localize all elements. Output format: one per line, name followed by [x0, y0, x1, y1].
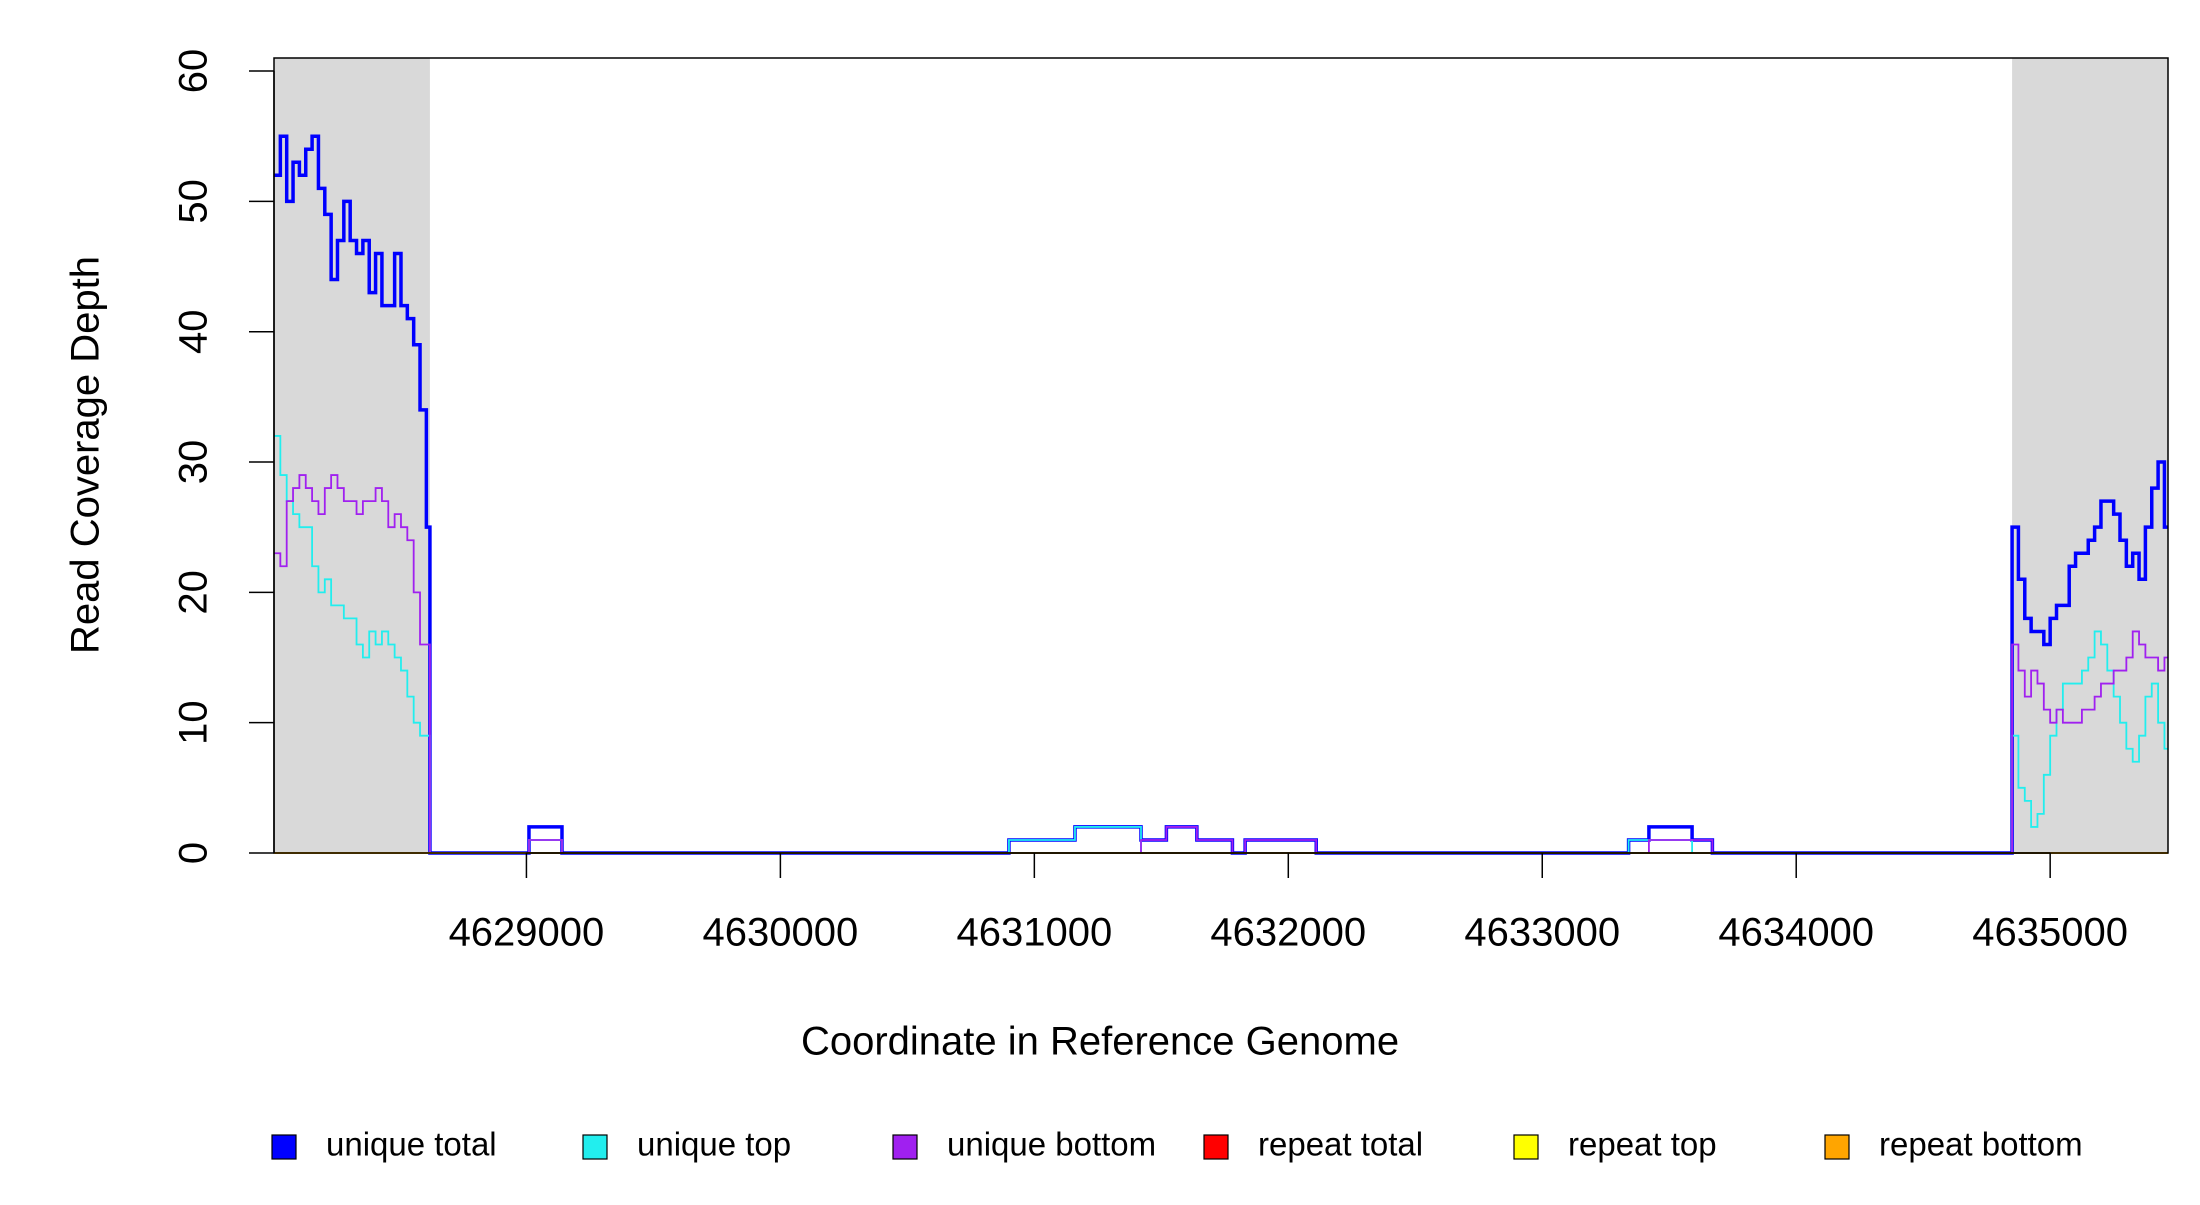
x-axis-title: Coordinate in Reference Genome [801, 1020, 1399, 1064]
legend-label: repeat top [1568, 1126, 1717, 1163]
y-tick-label: 20 [172, 570, 216, 615]
x-tick-label: 4631000 [956, 911, 1112, 955]
x-tick-label: 4629000 [449, 911, 605, 955]
y-tick-label: 60 [172, 49, 216, 94]
legend-swatch [582, 1134, 608, 1160]
x-tick-label: 4633000 [1464, 911, 1620, 955]
legend-label: unique bottom [947, 1126, 1156, 1163]
plot-frame [273, 57, 2169, 854]
coverage-line [274, 134, 2168, 855]
shaded-region [274, 58, 430, 853]
x-tick-label: 4630000 [703, 911, 859, 955]
y-tick-label: 0 [172, 842, 216, 864]
coverage-line [274, 435, 2168, 854]
legend-label: unique total [326, 1126, 497, 1163]
legend-label: repeat bottom [1879, 1126, 2083, 1163]
legend-swatch [892, 1134, 918, 1160]
x-tick-label: 4634000 [1718, 911, 1874, 955]
legend-label: repeat total [1258, 1126, 1423, 1163]
x-tick-label: 4632000 [1210, 911, 1366, 955]
legend-swatch [271, 1134, 297, 1160]
legend-swatch [1513, 1134, 1539, 1160]
y-tick-label: 40 [172, 309, 216, 354]
legend-swatch [1824, 1134, 1850, 1160]
y-axis-title: Read Coverage Depth [64, 256, 108, 654]
legend-label: unique top [637, 1126, 791, 1163]
x-tick-label: 4635000 [1972, 911, 2128, 955]
y-tick-label: 10 [172, 700, 216, 745]
y-tick-label: 30 [172, 440, 216, 485]
coverage-line [274, 474, 2168, 854]
y-tick-label: 50 [172, 179, 216, 224]
shaded-region [2012, 58, 2168, 853]
legend-swatch [1203, 1134, 1229, 1160]
